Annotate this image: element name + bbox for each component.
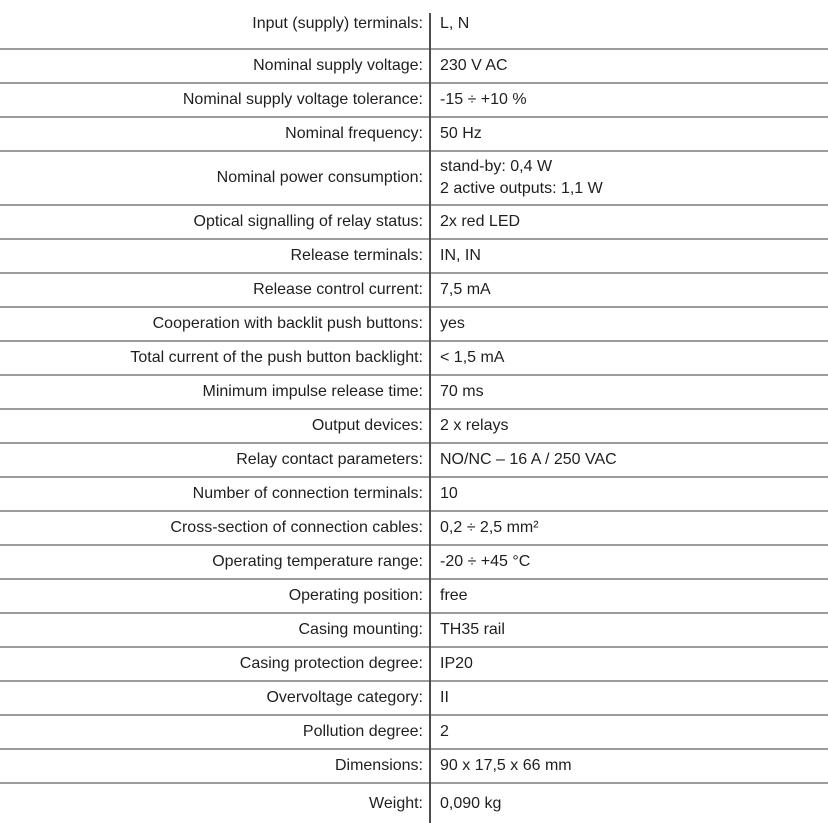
- spec-parameter-label: Operating position:: [288, 587, 423, 604]
- spec-row: Nominal supply voltage: 230 V AC: [0, 50, 828, 84]
- spec-row: Operating temperature range: -20 ÷ +45 °…: [0, 546, 828, 580]
- spec-parameter-value: NO/NC – 16 A / 250 VAC: [440, 451, 617, 468]
- spec-parameter-label: Release terminals:: [290, 247, 424, 264]
- spec-parameter-value: 10: [440, 485, 458, 502]
- spec-parameter-label: Casing protection degree:: [239, 655, 423, 672]
- spec-row: Overvoltage category: II: [0, 682, 828, 716]
- spec-parameter-value: 90 x 17,5 x 66 mm: [440, 757, 572, 774]
- spec-parameter-value: 2 x relays: [440, 417, 509, 434]
- spec-row: Release control current: 7,5 mA: [0, 274, 828, 308]
- spec-parameter-label: Number of connection terminals:: [192, 485, 423, 502]
- spec-parameter-label: Relay contact parameters:: [236, 451, 423, 468]
- spec-row: Output devices: 2 x relays: [0, 410, 828, 444]
- spec-parameter-label: Cross-section of connection cables:: [170, 519, 423, 536]
- spec-parameter-value: 7,5 mA: [440, 281, 491, 298]
- spec-parameter-value: -20 ÷ +45 °C: [440, 553, 531, 570]
- spec-parameter-value: 0,090 kg: [440, 794, 502, 812]
- spec-row: Total current of the push button backlig…: [0, 342, 828, 376]
- spec-parameter-label: Nominal frequency:: [285, 125, 423, 142]
- spec-parameter-value: stand-by: 0,4 W 2 active outputs: 1,1 W: [440, 158, 603, 197]
- spec-row: Release terminals: IN, IN: [0, 240, 828, 274]
- spec-parameter-label: Optical signalling of relay status:: [193, 213, 423, 230]
- spec-parameter-value: L, N: [440, 15, 470, 32]
- spec-row: Dimensions: 90 x 17,5 x 66 mm: [0, 750, 828, 784]
- spec-parameter-label: Release control current:: [253, 281, 423, 298]
- spec-parameter-label: Total current of the push button backlig…: [130, 349, 423, 366]
- spec-row: Cooperation with backlit push buttons: y…: [0, 308, 828, 342]
- spec-row: Casing protection degree: IP20: [0, 648, 828, 682]
- spec-row: Pollution degree: 2: [0, 716, 828, 750]
- spec-row: Relay contact parameters: NO/NC – 16 A /…: [0, 444, 828, 478]
- spec-row: Nominal supply voltage tolerance: -15 ÷ …: [0, 84, 828, 118]
- spec-parameter-label: Overvoltage category:: [266, 689, 423, 706]
- spec-parameter-label: Nominal power consumption:: [216, 169, 423, 186]
- spec-parameter-label: Weight:: [369, 794, 423, 812]
- spec-parameter-value: TH35 rail: [440, 621, 505, 638]
- spec-parameter-value: 2: [440, 723, 449, 740]
- spec-parameter-value: 0,2 ÷ 2,5 mm²: [440, 519, 539, 536]
- spec-parameter-label: Nominal supply voltage:: [253, 57, 423, 74]
- spec-parameter-label: Dimensions:: [334, 757, 423, 774]
- spec-parameter-label: Casing mounting:: [298, 621, 423, 638]
- spec-parameter-label: Pollution degree:: [302, 723, 423, 740]
- spec-parameter-label: Cooperation with backlit push buttons:: [152, 315, 423, 332]
- spec-row: Nominal power consumption: stand-by: 0,4…: [0, 152, 828, 206]
- spec-parameter-value: 50 Hz: [440, 125, 482, 142]
- spec-parameter-value: free: [440, 587, 468, 604]
- spec-parameter-label: Nominal supply voltage tolerance:: [182, 91, 423, 108]
- spec-parameter-value: II: [440, 689, 449, 706]
- spec-parameter-label: Output devices:: [311, 417, 423, 434]
- spec-row: Minimum impulse release time: 70 ms: [0, 376, 828, 410]
- spec-row: Cross-section of connection cables: 0,2 …: [0, 512, 828, 546]
- spec-row: Casing mounting: TH35 rail: [0, 614, 828, 648]
- spec-parameter-label: Input (supply) terminals:: [252, 15, 423, 32]
- spec-parameter-label: Operating temperature range:: [212, 553, 423, 570]
- spec-parameter-label: Minimum impulse release time:: [202, 383, 423, 400]
- spec-row: Operating position: free: [0, 580, 828, 614]
- spec-parameter-value: IP20: [440, 655, 473, 672]
- column-divider-line: [429, 13, 431, 823]
- spec-row: Nominal frequency: 50 Hz: [0, 118, 828, 152]
- spec-row: Weight: 0,090 kg: [0, 784, 828, 823]
- spec-parameter-value: 230 V AC: [440, 57, 508, 74]
- spec-parameter-value: yes: [440, 315, 465, 332]
- spec-row: Input (supply) terminals: L, N: [0, 0, 828, 50]
- spec-parameter-value: < 1,5 mA: [440, 349, 505, 366]
- spec-row: Optical signalling of relay status: 2x r…: [0, 206, 828, 240]
- spec-parameter-value: -15 ÷ +10 %: [440, 91, 527, 108]
- spec-row: Number of connection terminals: 10: [0, 478, 828, 512]
- spec-parameter-value: 2x red LED: [440, 213, 521, 230]
- spec-parameter-value: 70 ms: [440, 383, 484, 400]
- spec-parameter-value: IN, IN: [440, 247, 481, 264]
